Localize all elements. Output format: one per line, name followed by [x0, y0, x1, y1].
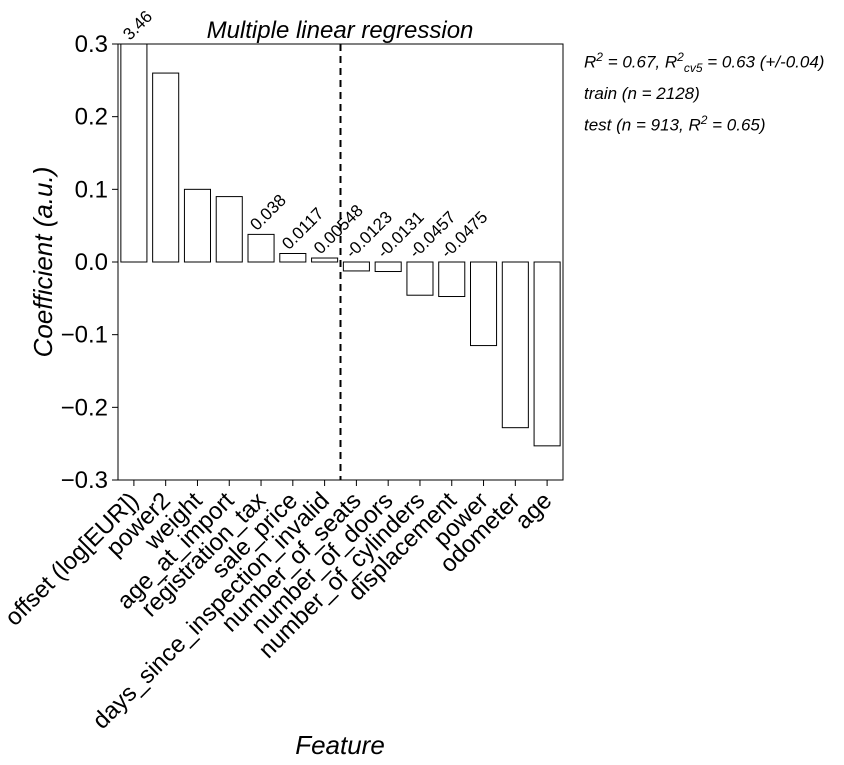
r2-symbol: R [584, 52, 597, 72]
bar [215, 196, 243, 263]
bar [374, 261, 402, 273]
y-tick-label: 0.3 [75, 31, 108, 58]
y-tick-label: 0.1 [75, 176, 108, 203]
bar [501, 261, 529, 429]
y-tick-label: −0.3 [61, 467, 108, 494]
y-tick-label: −0.1 [61, 322, 108, 349]
bar [342, 261, 370, 272]
bar [247, 233, 275, 263]
data-label: 3.46 [119, 7, 156, 44]
test-r2-value: = 0.65) [707, 115, 766, 135]
bars-group [120, 43, 561, 447]
cv-symbol: R [664, 52, 678, 72]
chart-title: Multiple linear regression [207, 17, 474, 44]
model-stats: R2 = 0.67, R2cv5 = 0.63 (+/-0.04) train … [584, 44, 824, 139]
stats-line-r2: R2 = 0.67, R2cv5 = 0.63 (+/-0.04) [584, 44, 824, 81]
x-tick-label: age [510, 487, 557, 534]
bar [438, 261, 466, 298]
y-axis: 0.3 0.2 0.1 0.0 −0.1 −0.2 −0.3 [61, 31, 118, 494]
y-tick-label: −0.2 [61, 394, 108, 421]
y-tick-label: 0.2 [75, 104, 108, 131]
cv-superscript: 2 [677, 50, 684, 64]
test-r2-superscript: 2 [700, 113, 708, 128]
stats-line-train: train (n = 2128) [584, 84, 700, 104]
r2-value: = 0.67, [602, 52, 665, 72]
y-axis-label: Coefficient (a.u.) [28, 167, 58, 358]
test-prefix: test (n = 913, [584, 115, 689, 135]
r2-superscript: 2 [596, 50, 603, 64]
x-axis-label: Feature [295, 730, 385, 760]
bar [470, 261, 498, 347]
bar [533, 261, 561, 447]
bar [120, 43, 148, 263]
test-r2-symbol: R [688, 115, 701, 135]
y-tick-label: 0.0 [75, 249, 108, 276]
cv-value: = 0.63 (+/-0.04) [702, 52, 825, 72]
stats-line-test: test (n = 913, R2 = 0.65) [584, 107, 824, 139]
bar [279, 252, 307, 263]
data-label: 0.038 [246, 191, 290, 235]
bar [152, 72, 180, 263]
bar [311, 257, 339, 263]
cv-subscript: cv5 [683, 61, 703, 76]
bar [406, 261, 434, 296]
bar [183, 188, 211, 263]
x-axis: offset (log[EUR])power2weightage_at_impo… [0, 480, 557, 735]
